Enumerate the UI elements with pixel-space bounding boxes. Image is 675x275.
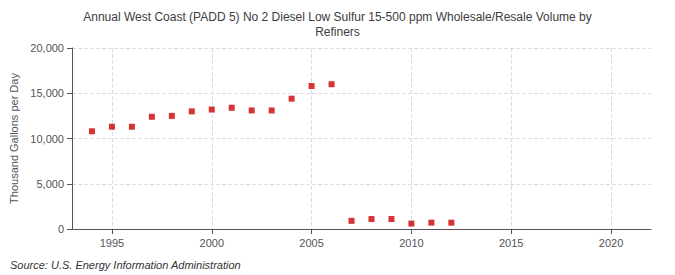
- svg-text:10,000: 10,000: [30, 133, 64, 145]
- svg-text:Refiners: Refiners: [315, 25, 360, 39]
- svg-text:20,000: 20,000: [30, 42, 64, 54]
- svg-text:2015: 2015: [499, 237, 523, 249]
- svg-text:15,000: 15,000: [30, 87, 64, 99]
- svg-text:2005: 2005: [299, 237, 323, 249]
- svg-text:0: 0: [58, 223, 64, 235]
- svg-text:2020: 2020: [599, 237, 623, 249]
- svg-text:2000: 2000: [200, 237, 224, 249]
- svg-text:Thousand Gallons per Day: Thousand Gallons per Day: [8, 73, 20, 204]
- svg-text:1995: 1995: [100, 237, 124, 249]
- svg-text:Annual West Coast (PADD 5) No: Annual West Coast (PADD 5) No 2 Diesel L…: [83, 10, 591, 24]
- svg-text:5,000: 5,000: [36, 178, 64, 190]
- svg-text:2010: 2010: [399, 237, 423, 249]
- svg-text:Source: U.S. Energy Informatio: Source: U.S. Energy Information Administ…: [10, 259, 241, 271]
